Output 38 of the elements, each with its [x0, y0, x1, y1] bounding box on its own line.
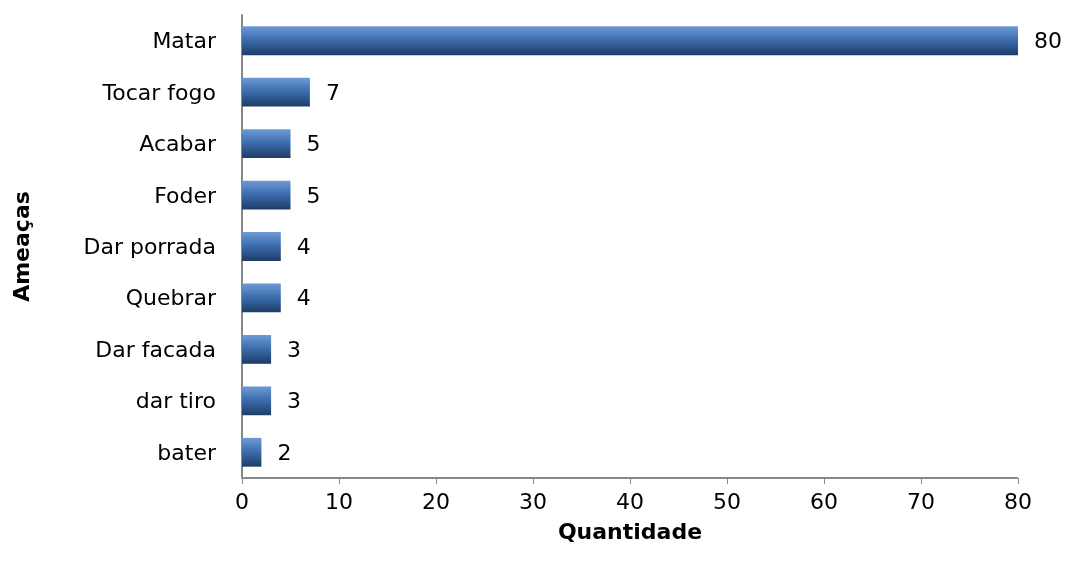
y-tick-label: Quebrar — [125, 285, 217, 311]
x-tick-label: 70 — [907, 488, 935, 514]
y-axis-title: Ameaças — [8, 191, 34, 302]
x-tick-label: 10 — [325, 488, 353, 514]
bar — [242, 232, 281, 261]
y-tick-label: Matar — [152, 28, 217, 54]
bar — [242, 386, 272, 416]
x-tick-label: 80 — [1004, 488, 1032, 514]
x-tick-label: 50 — [713, 488, 741, 514]
bar — [242, 334, 272, 364]
y-tick-label: Dar facada — [95, 336, 216, 362]
bar — [242, 180, 291, 210]
data-label: 5 — [306, 131, 321, 157]
x-tick-label: 30 — [519, 488, 547, 514]
bar — [242, 437, 262, 467]
bar — [242, 283, 281, 313]
y-tick-label: Dar porrada — [83, 234, 216, 259]
data-label: 7 — [325, 79, 340, 105]
data-label: 2 — [277, 439, 292, 465]
data-label: 4 — [296, 285, 311, 311]
data-label: 5 — [306, 182, 321, 208]
x-tick-label: 40 — [616, 488, 644, 514]
data-label: 3 — [287, 388, 302, 414]
data-label: 3 — [287, 336, 302, 362]
y-tick-label: Foder — [154, 182, 217, 208]
x-tick-label: 0 — [235, 488, 249, 514]
bar — [242, 77, 310, 107]
data-label: 80 — [1034, 28, 1062, 54]
data-label: 4 — [296, 234, 311, 259]
x-axis-title: Quantidade — [557, 518, 703, 544]
x-tick-label: 20 — [422, 488, 450, 514]
x-tick-label: 60 — [810, 488, 838, 514]
y-tick-label: bater — [157, 439, 217, 465]
y-tick-label: dar tiro — [135, 388, 216, 414]
bar — [242, 129, 291, 159]
y-tick-label: Tocar fogo — [101, 79, 216, 105]
y-tick-label: Acabar — [139, 131, 217, 157]
bar — [242, 26, 1018, 56]
